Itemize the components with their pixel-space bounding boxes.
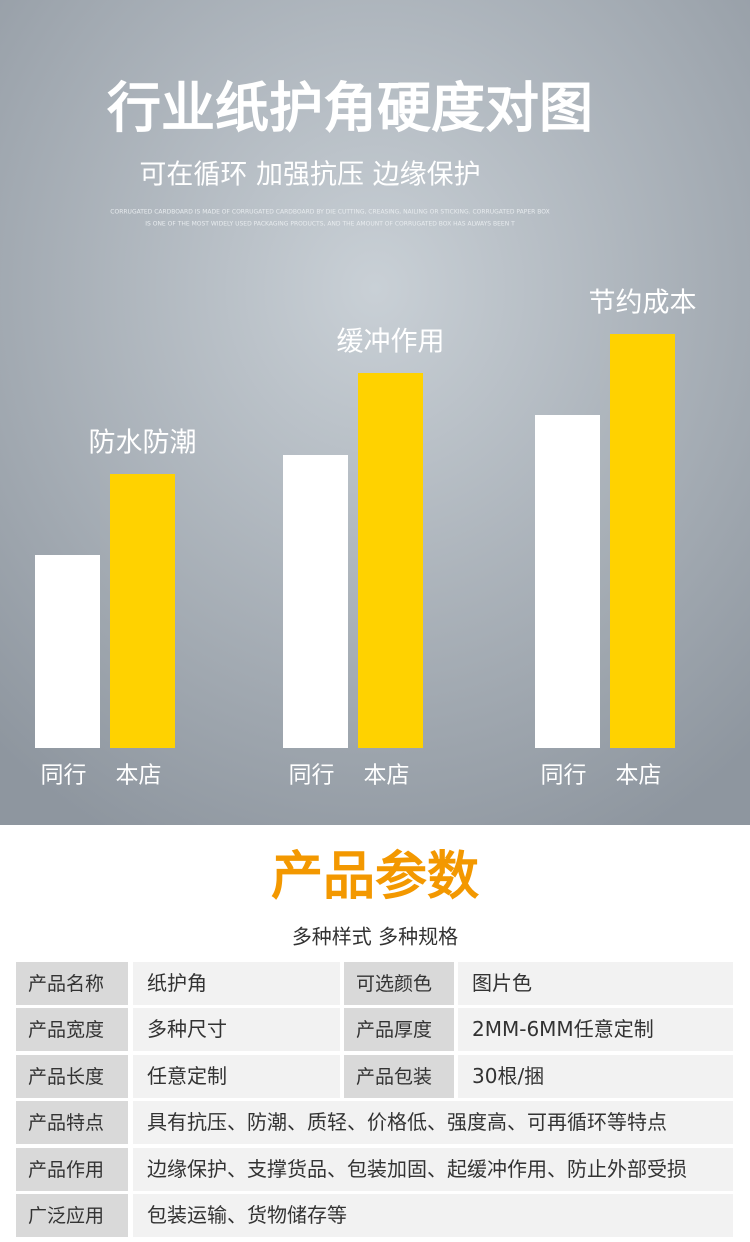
bar <box>535 415 600 748</box>
param-label-cell <box>344 1008 454 1051</box>
param-value: 包装运输、货物储存等 <box>147 1203 347 1227</box>
param-value-cell <box>133 1008 340 1051</box>
params-title: 产品参数 <box>271 847 479 907</box>
param-value: 纸护角 <box>147 971 207 995</box>
series-label: 本店 <box>616 763 662 789</box>
param-value: 多种尺寸 <box>147 1017 227 1041</box>
bar <box>283 455 348 748</box>
param-label-cell <box>344 962 454 1005</box>
chart-subtitle: 可在循环 加强抗压 边缘保护 <box>139 160 480 191</box>
param-label: 产品作用 <box>28 1159 104 1181</box>
category-label: 缓冲作用 <box>337 327 445 358</box>
param-value: 2MM-6MM任意定制 <box>472 1017 654 1041</box>
param-label-cell <box>16 1194 128 1237</box>
param-value: 具有抗压、防潮、质轻、价格低、强度高、可再循环等特点 <box>147 1110 667 1134</box>
param-value-cell <box>133 1148 733 1191</box>
params-subtitle: 多种样式 多种规格 <box>292 925 458 949</box>
category-label: 防水防潮 <box>89 428 197 459</box>
series-label: 同行 <box>541 763 587 789</box>
bar <box>110 474 175 748</box>
param-label-cell <box>344 1055 454 1098</box>
param-value: 图片色 <box>472 971 532 995</box>
param-label: 产品特点 <box>28 1112 104 1134</box>
param-label: 产品包装 <box>356 1066 432 1088</box>
param-value: 30根/捆 <box>472 1064 544 1088</box>
param-label: 产品宽度 <box>28 1019 104 1041</box>
series-label: 本店 <box>116 763 162 789</box>
param-value: 边缘保护、支撑货品、包装加固、起缓冲作用、防止外部受损 <box>147 1157 687 1181</box>
param-value-cell <box>133 962 340 1005</box>
param-label-cell <box>16 1055 128 1098</box>
param-label: 产品厚度 <box>356 1019 432 1041</box>
param-value-cell <box>458 1008 733 1051</box>
param-label-cell <box>16 1101 128 1144</box>
param-value-cell <box>458 1055 733 1098</box>
param-label: 广泛应用 <box>28 1205 104 1227</box>
param-label-cell <box>16 1008 128 1051</box>
note: IS ONE OF THE MOST WIDELY USED PACKAGING… <box>145 221 515 228</box>
bar <box>358 373 423 748</box>
param-label-cell <box>16 962 128 1005</box>
chart-title: 行业纸护角硬度对图 <box>107 77 593 140</box>
category-label: 节约成本 <box>589 288 697 319</box>
param-label: 产品名称 <box>28 973 104 995</box>
bar <box>35 555 100 748</box>
param-label: 可选颜色 <box>356 973 432 995</box>
series-label: 本店 <box>364 763 410 789</box>
series-label: 同行 <box>41 763 87 789</box>
note: CORRUGATED CARDBOARD IS MADE OF CORRUGAT… <box>110 209 549 216</box>
param-value-cell <box>458 962 733 1005</box>
param-value: 任意定制 <box>147 1064 227 1088</box>
param-label-cell <box>16 1148 128 1191</box>
bar <box>610 334 675 748</box>
param-value-cell <box>133 1194 733 1237</box>
param-label: 产品长度 <box>28 1066 104 1088</box>
param-value-cell <box>133 1101 733 1144</box>
series-label: 同行 <box>289 763 335 789</box>
param-value-cell <box>133 1055 340 1098</box>
